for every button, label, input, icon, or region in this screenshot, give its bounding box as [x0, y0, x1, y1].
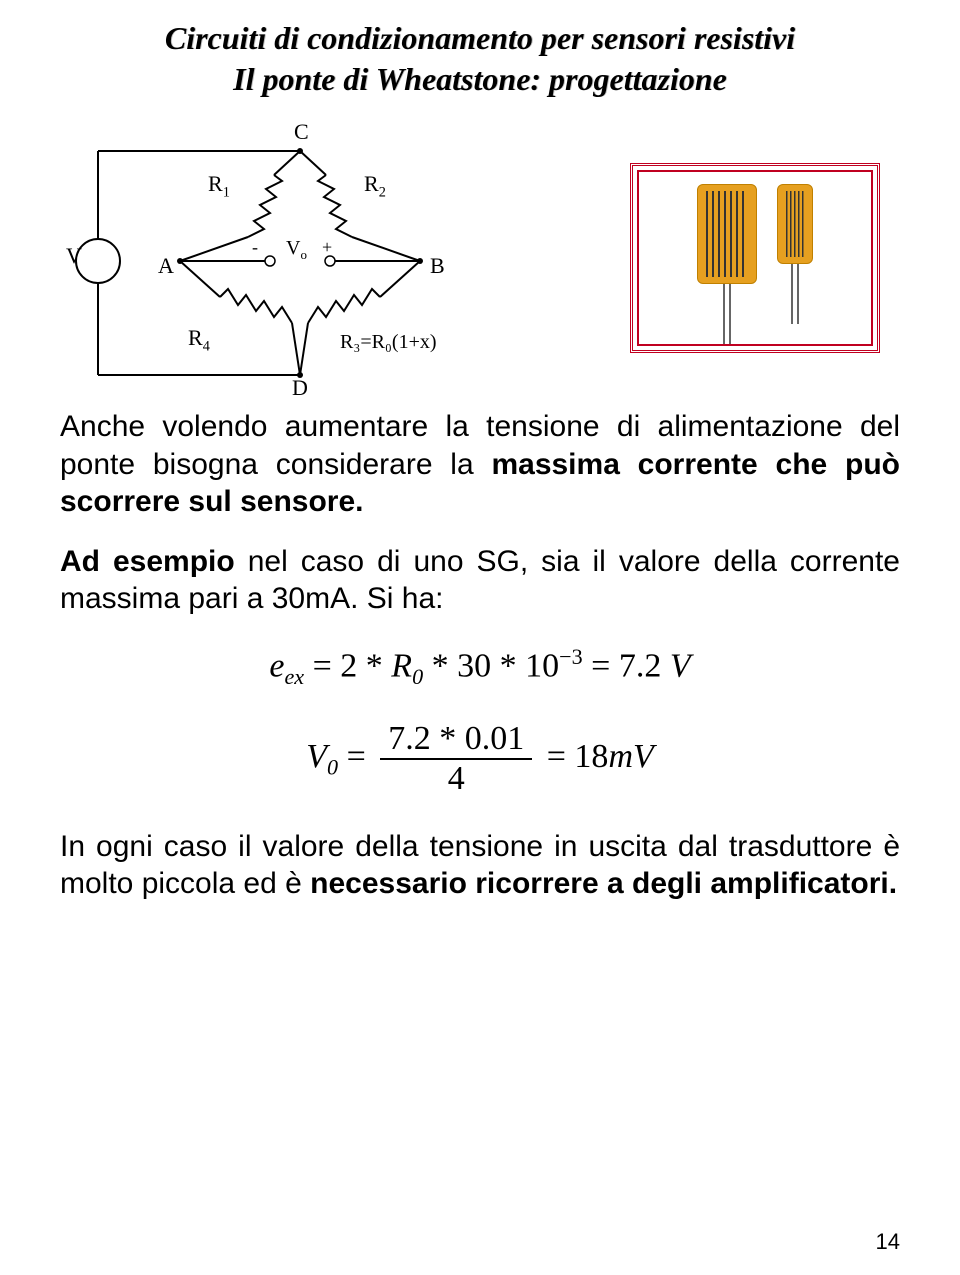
paragraph-2: Ad esempio nel caso di uno SG, sia il va…: [60, 543, 900, 618]
label-A: A: [158, 253, 174, 279]
paragraph-3: In ogni caso il valore della tensione in…: [60, 828, 900, 903]
label-vo: Vo: [286, 237, 307, 263]
label-B: B: [430, 253, 445, 279]
equation-2: V0 = 7.2 * 0.01 4 = 18mV: [60, 720, 900, 798]
page-number: 14: [876, 1229, 900, 1255]
equation-1: eex = 2 * R0 * 30 * 10−3 = 7.2 V: [60, 644, 900, 690]
label-vominus: -: [252, 237, 258, 258]
figures-row: V A B C D R1 R2 R4 R₃=R₀(1+x) - Vo +: [60, 113, 900, 403]
gauge-small: [777, 184, 813, 324]
label-R2: R2: [364, 171, 386, 201]
paragraph-1: Anche volendo aumentare la tensione di a…: [60, 408, 900, 521]
label-voplus: +: [322, 237, 332, 258]
label-R1: R1: [208, 171, 230, 201]
wheatstone-bridge-diagram: V A B C D R1 R2 R4 R₃=R₀(1+x) - Vo +: [60, 113, 490, 403]
label-C: C: [294, 119, 309, 145]
title-line-1: Circuiti di condizionamento per sensori …: [60, 20, 900, 57]
label-V: V: [66, 243, 82, 269]
label-R3: R₃=R₀(1+x): [340, 331, 437, 354]
title-line-2: Il ponte di Wheatstone: progettazione: [60, 61, 900, 98]
gauge-large: [697, 184, 757, 344]
label-D: D: [292, 375, 308, 401]
strain-gauge-image: [630, 163, 880, 353]
label-R4: R4: [188, 325, 210, 355]
